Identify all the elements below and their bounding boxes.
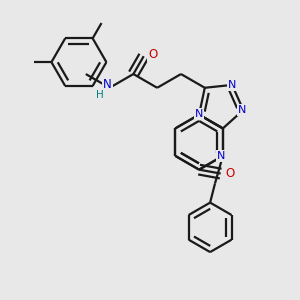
Text: N: N — [228, 80, 236, 90]
Text: O: O — [225, 167, 234, 180]
Text: N: N — [195, 109, 203, 119]
Text: N: N — [238, 105, 247, 115]
Text: N: N — [103, 78, 112, 91]
Text: H: H — [96, 90, 103, 100]
Text: O: O — [148, 48, 157, 61]
Text: N: N — [217, 151, 225, 161]
